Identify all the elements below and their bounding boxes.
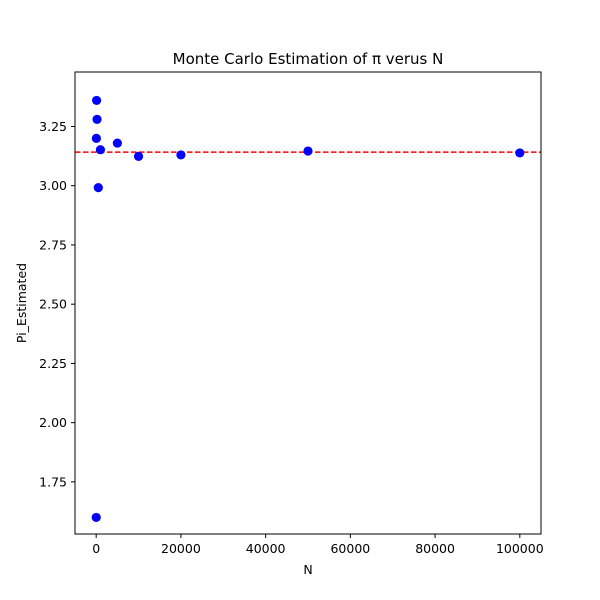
y-tick-label: 2.50 <box>39 297 67 312</box>
x-tick-label: 0 <box>92 541 100 556</box>
y-tick-label: 2.75 <box>39 237 67 252</box>
data-points <box>91 95 525 523</box>
x-tick-label: 100000 <box>496 541 544 556</box>
y-tick-label: 1.75 <box>39 474 67 489</box>
scatter-point <box>133 151 144 161</box>
y-axis-title: Pi_Estimated <box>14 263 29 343</box>
scatter-point <box>176 150 186 160</box>
x-tick-label: 40000 <box>246 541 286 556</box>
x-axis-title: N <box>303 562 312 577</box>
scatter-point <box>92 114 102 124</box>
plot-area <box>74 71 542 535</box>
y-tick-label: 2.00 <box>39 415 67 430</box>
plot-frame <box>74 71 542 535</box>
scatter-point <box>112 138 122 148</box>
x-axis: 0 20000 40000 60000 80000 100000 <box>92 534 544 556</box>
chart-title: Monte Carlo Estimation of π verus N <box>173 50 444 68</box>
scatter-point <box>515 148 525 158</box>
y-tick-label: 2.25 <box>39 356 67 371</box>
x-tick-label: 20000 <box>161 541 201 556</box>
scatter-point <box>93 183 103 193</box>
scatter-point <box>91 133 101 143</box>
scatter-point <box>95 145 106 155</box>
y-axis: 1.75 2.00 2.25 2.50 2.75 3.00 3.25 <box>39 119 75 489</box>
y-tick-label: 3.25 <box>39 119 67 134</box>
scatter-point <box>303 146 313 156</box>
scatter-point <box>91 512 101 523</box>
y-tick-label: 3.00 <box>39 178 67 193</box>
x-tick-label: 60000 <box>330 541 370 556</box>
x-tick-label: 80000 <box>415 541 455 556</box>
scatter-point <box>92 95 102 106</box>
